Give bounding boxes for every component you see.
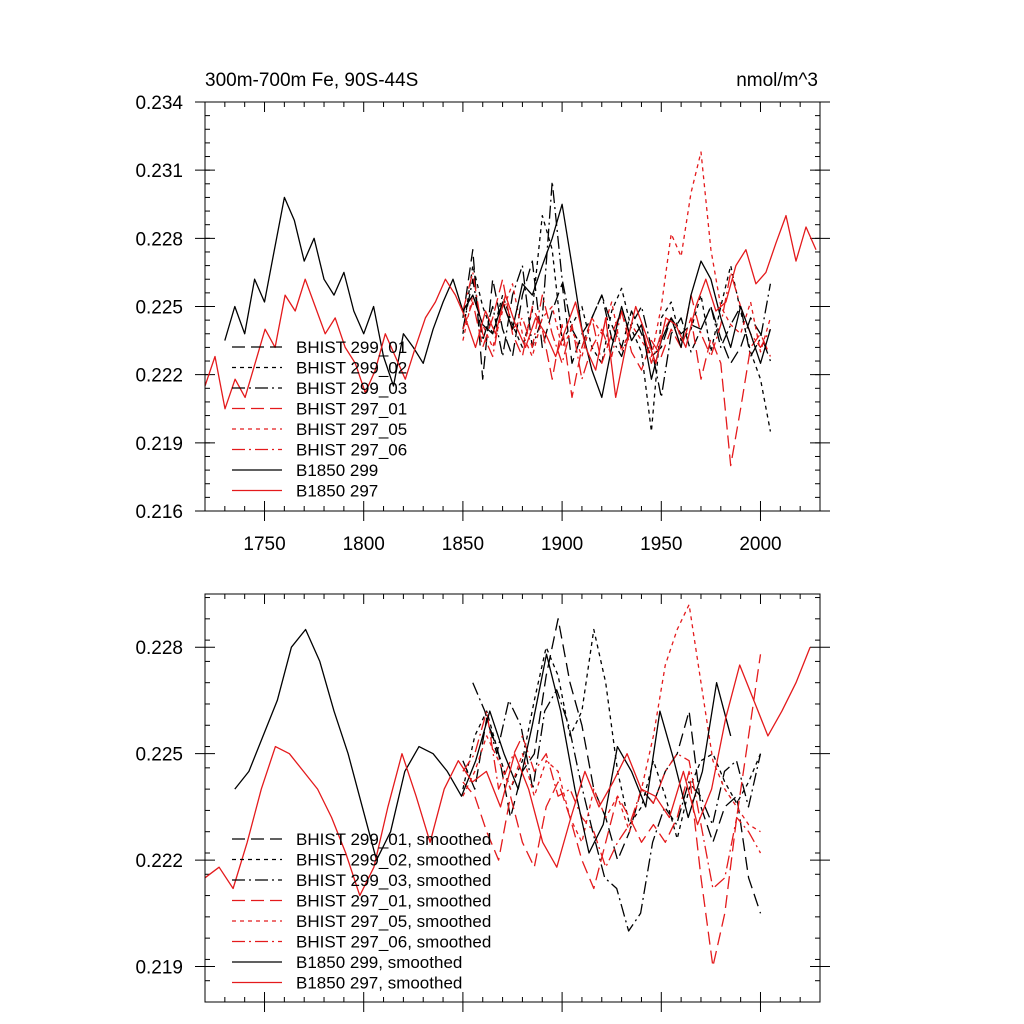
top-legend-label-2: BHIST 299_03 [296, 379, 407, 398]
bottom-ytick-label: 0.228 [135, 638, 183, 659]
top-chart-units: nmol/m^3 [736, 70, 818, 91]
bottom-plot-frame [204, 593, 821, 1003]
top-plot-frame [204, 101, 821, 512]
top-xtick-label: 2000 [739, 534, 781, 555]
top-series-group [204, 151, 817, 467]
top-xtick-label: 1950 [640, 534, 682, 555]
bottom-ytick-label: 0.219 [135, 958, 183, 979]
bottom-legend-label-1: BHIST 299_02, smoothed [296, 851, 491, 870]
top-legend-label-7: B1850 297 [296, 482, 378, 501]
bottom-legend-label-2: BHIST 299_03, smoothed [296, 871, 491, 890]
bottom-legend: BHIST 299_01, smoothed BHIST 299_02, smoo… [232, 830, 491, 993]
top-series-line-4 [462, 151, 772, 358]
top-series-line-6 [224, 196, 772, 399]
bottom-axes: 0.219 0.222 0.225 0.228 [135, 594, 830, 1012]
top-axes: 1750 1800 1850 1900 1950 2000 0.216 0.219 0.222 0… [135, 93, 830, 555]
top-ytick-label: 0.222 [135, 366, 183, 387]
top-ytick-label: 0.234 [135, 93, 183, 114]
bottom-series-line-5 [462, 710, 762, 890]
bottom-series-line-6 [234, 628, 732, 861]
top-legend-label-1: BHIST 299_02 [296, 359, 407, 378]
bottom-series-group [204, 603, 811, 968]
bottom-series-line-3 [462, 654, 762, 968]
top-legend-label-3: BHIST 297_01 [296, 400, 407, 419]
bottom-series-line-0 [462, 618, 762, 914]
bottom-series-line-1 [462, 628, 762, 840]
bottom-legend-label-0: BHIST 299_01, smoothed [296, 830, 491, 849]
top-panel: 300m-700m Fe, 90S-44S nmol/m^3 1750 1800 1… [135, 70, 830, 555]
top-xtick-label: 1800 [343, 534, 385, 555]
bottom-legend-label-4: BHIST 297_05, smoothed [296, 912, 491, 931]
top-xtick-label: 1750 [243, 534, 285, 555]
bottom-legend-label-3: BHIST 297_01, smoothed [296, 892, 491, 911]
top-xtick-label: 1850 [442, 534, 484, 555]
bottom-legend-label-7: B1850 297, smoothed [296, 974, 462, 993]
top-ytick-label: 0.231 [135, 161, 183, 182]
top-series-line-3 [462, 278, 771, 467]
bottom-ytick-label: 0.225 [135, 745, 183, 766]
bottom-legend-label-6: B1850 299, smoothed [296, 953, 462, 972]
bottom-series-line-4 [462, 603, 761, 843]
bottom-ytick-label: 0.222 [135, 851, 183, 872]
bottom-legend-label-5: BHIST 297_06, smoothed [296, 933, 491, 952]
top-series-line-2 [462, 180, 772, 399]
top-legend-label-5: BHIST 297_06 [296, 441, 407, 460]
top-ytick-label: 0.228 [135, 229, 183, 250]
top-ytick-label: 0.219 [135, 434, 183, 455]
top-ytick-label: 0.225 [135, 298, 183, 319]
top-series-line-5 [462, 271, 771, 380]
top-legend-label-4: BHIST 297_05 [296, 420, 407, 439]
top-chart-title: 300m-700m Fe, 90S-44S [205, 70, 418, 91]
bottom-series-line-7 [204, 646, 811, 897]
top-ytick-label: 0.216 [135, 502, 183, 523]
top-legend-label-6: B1850 299 [296, 461, 378, 480]
bottom-series-line-2 [472, 682, 762, 932]
top-xtick-label: 1900 [541, 534, 583, 555]
bottom-panel: 0.219 0.222 0.225 0.228 BHIST 299_01, smoot… [135, 593, 830, 1012]
top-series-line-7 [204, 214, 817, 410]
top-legend-label-0: BHIST 299_01 [296, 338, 407, 357]
